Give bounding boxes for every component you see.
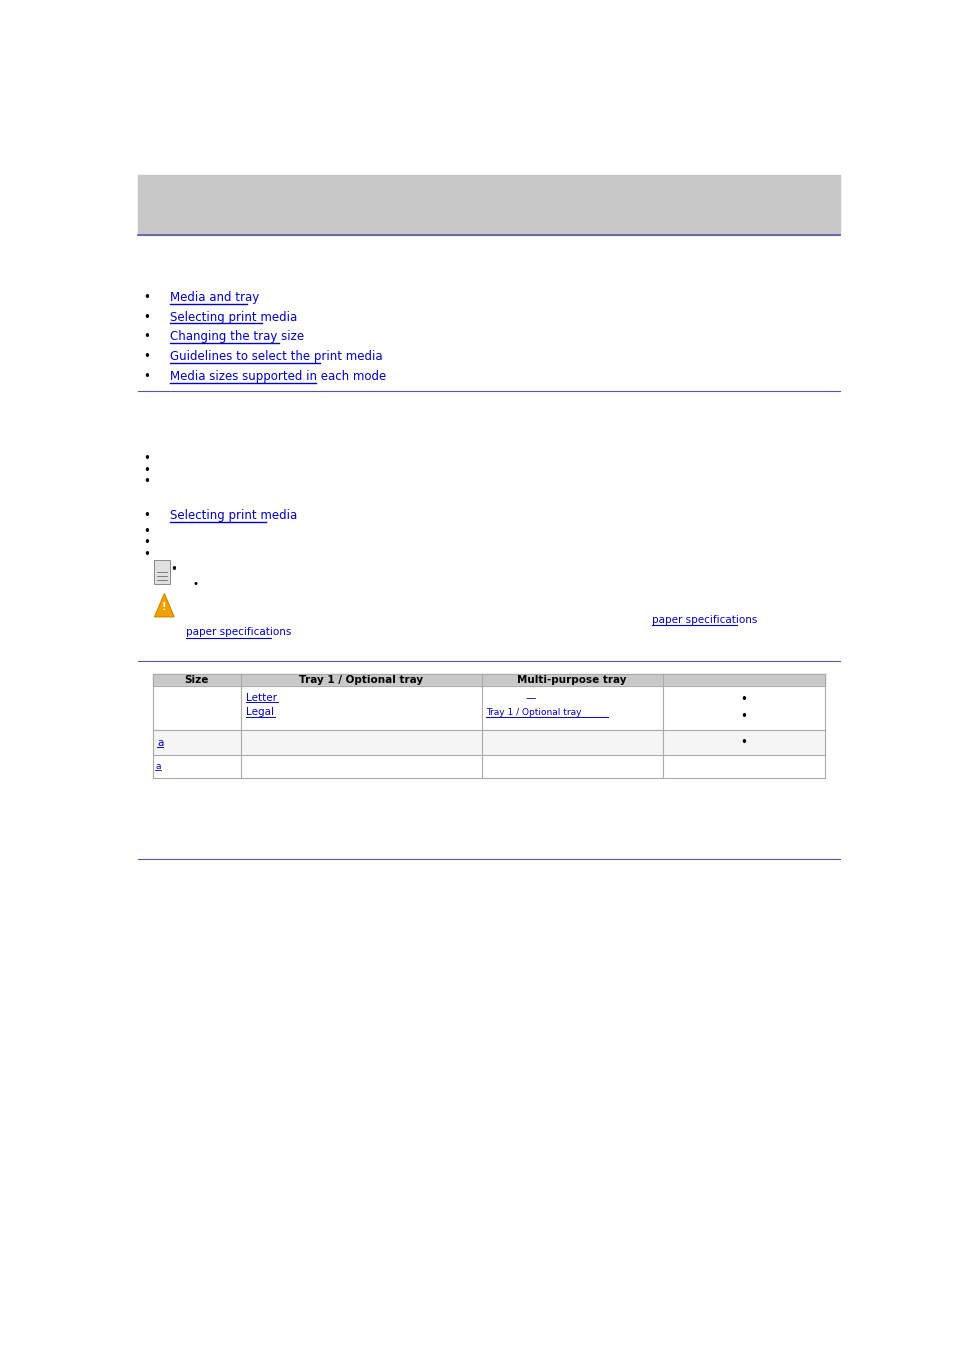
Bar <box>152 730 824 755</box>
Text: Changing the tray size: Changing the tray size <box>170 331 303 343</box>
Text: a: a <box>155 762 161 771</box>
Text: •: • <box>143 536 150 550</box>
Bar <box>152 755 824 778</box>
Text: Tray 1 / Optional tray: Tray 1 / Optional tray <box>299 676 423 685</box>
Text: Multi-purpose tray: Multi-purpose tray <box>517 676 626 685</box>
Text: Media sizes supported in each mode: Media sizes supported in each mode <box>170 370 385 382</box>
Text: •: • <box>143 331 150 343</box>
Text: •: • <box>143 311 150 324</box>
Text: Tray 1 / Optional tray: Tray 1 / Optional tray <box>485 708 581 717</box>
Text: •: • <box>143 547 150 561</box>
Text: !: ! <box>162 603 167 612</box>
Text: —: — <box>525 693 536 703</box>
Bar <box>137 174 840 235</box>
Text: •: • <box>143 526 150 538</box>
Text: •: • <box>740 693 746 707</box>
Bar <box>152 686 824 730</box>
Text: Size: Size <box>185 676 209 685</box>
Text: Legal: Legal <box>246 708 274 717</box>
Polygon shape <box>154 594 173 616</box>
Text: •: • <box>143 370 150 382</box>
Text: •: • <box>193 580 198 589</box>
Text: •: • <box>143 350 150 363</box>
Text: Selecting print media: Selecting print media <box>170 311 296 324</box>
Text: Guidelines to select the print media: Guidelines to select the print media <box>170 350 382 363</box>
FancyBboxPatch shape <box>153 559 170 585</box>
Text: •: • <box>170 563 176 577</box>
Text: paper specifications: paper specifications <box>651 615 756 626</box>
Text: •: • <box>143 453 150 465</box>
Text: •: • <box>143 290 150 304</box>
Text: •: • <box>143 509 150 523</box>
Text: •: • <box>740 711 746 723</box>
Text: a: a <box>157 738 163 747</box>
Text: Selecting print media: Selecting print media <box>170 509 296 523</box>
Bar <box>152 674 824 686</box>
Text: •: • <box>143 463 150 477</box>
Text: Letter: Letter <box>246 693 276 703</box>
Text: paper specifications: paper specifications <box>186 627 291 638</box>
Text: •: • <box>740 736 746 748</box>
Text: •: • <box>143 476 150 488</box>
Text: Media and tray: Media and tray <box>170 290 258 304</box>
